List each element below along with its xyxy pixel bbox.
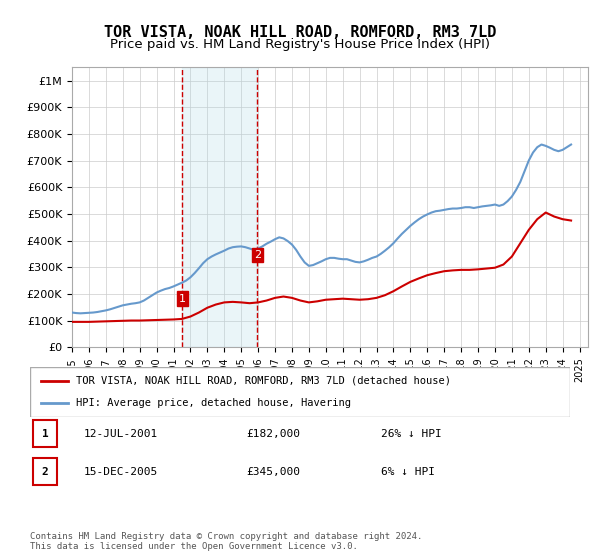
Text: Contains HM Land Registry data © Crown copyright and database right 2024.
This d: Contains HM Land Registry data © Crown c… xyxy=(30,532,422,552)
Text: Price paid vs. HM Land Registry's House Price Index (HPI): Price paid vs. HM Land Registry's House … xyxy=(110,38,490,51)
Text: 1: 1 xyxy=(179,293,186,304)
FancyBboxPatch shape xyxy=(33,420,57,447)
Text: 2: 2 xyxy=(254,250,261,260)
Text: TOR VISTA, NOAK HILL ROAD, ROMFORD, RM3 7LD: TOR VISTA, NOAK HILL ROAD, ROMFORD, RM3 … xyxy=(104,25,496,40)
Text: HPI: Average price, detached house, Havering: HPI: Average price, detached house, Have… xyxy=(76,398,351,408)
FancyBboxPatch shape xyxy=(33,458,57,485)
Text: 15-DEC-2005: 15-DEC-2005 xyxy=(84,466,158,477)
Text: TOR VISTA, NOAK HILL ROAD, ROMFORD, RM3 7LD (detached house): TOR VISTA, NOAK HILL ROAD, ROMFORD, RM3 … xyxy=(76,376,451,386)
FancyBboxPatch shape xyxy=(30,367,570,417)
Text: 1: 1 xyxy=(42,429,49,439)
Text: 6% ↓ HPI: 6% ↓ HPI xyxy=(381,466,435,477)
Text: 26% ↓ HPI: 26% ↓ HPI xyxy=(381,429,442,439)
Text: £345,000: £345,000 xyxy=(246,466,300,477)
Text: 12-JUL-2001: 12-JUL-2001 xyxy=(84,429,158,439)
Text: 2: 2 xyxy=(42,466,49,477)
Bar xyxy=(182,67,257,347)
Text: £182,000: £182,000 xyxy=(246,429,300,439)
